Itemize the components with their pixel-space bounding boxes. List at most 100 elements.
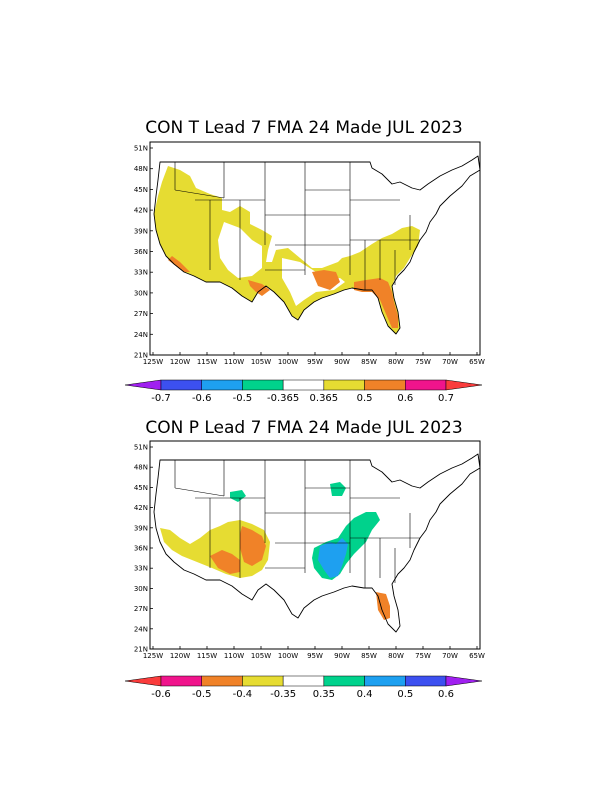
lat-tick-label: 27N xyxy=(134,605,148,613)
colorbar-left-arrow xyxy=(124,379,162,391)
above-normal-west-region xyxy=(154,166,420,334)
orange-newmexico-region xyxy=(240,526,266,566)
blue-midsouth-region xyxy=(318,538,348,578)
lon-tick-label: 120W xyxy=(170,652,190,660)
colorbar-label: 0.6 xyxy=(397,393,413,404)
lat-tick-label: 30N xyxy=(134,289,148,297)
orange-southwest-region xyxy=(210,550,240,574)
colorbar-segment xyxy=(201,675,243,687)
colorbar-segment xyxy=(405,675,447,687)
colorbar-segment xyxy=(160,675,202,687)
lon-tick-label: 105W xyxy=(251,652,271,660)
map-area xyxy=(153,155,480,335)
panel-precipitation: CON P Lead 7 FMA 24 Made JUL 2023 -0.6 -0… xyxy=(124,418,483,700)
lon-tick-label: 90W xyxy=(334,358,350,366)
wet-wisconsin-region xyxy=(330,482,346,496)
panel-title: CON T Lead 7 FMA 24 Made JUL 2023 xyxy=(145,118,462,138)
lon-tick-label: 65W xyxy=(469,358,485,366)
lon-tick-label: 125W xyxy=(143,652,163,660)
lat-tick-label: 21N xyxy=(134,646,148,654)
lon-tick-label: 85W xyxy=(361,652,377,660)
colorbar-right-arrow xyxy=(445,675,483,687)
lon-tick-label: 70W xyxy=(442,358,458,366)
colorbar-segment xyxy=(364,675,406,687)
wet-wyoming-region xyxy=(230,490,246,502)
lon-tick-label: 75W xyxy=(415,358,431,366)
orange-southeast-region xyxy=(354,278,398,328)
colorbar: -0.6 -0.5 -0.4 -0.35 0.35 0.4 0.5 0.6 xyxy=(124,675,483,700)
colorbar-label: -0.6 xyxy=(151,689,171,700)
colorbar-label: -0.5 xyxy=(233,393,253,404)
orange-florida-region xyxy=(376,592,390,620)
colorbar-segment xyxy=(364,379,406,391)
lon-tick-label: 105W xyxy=(251,358,271,366)
colorbar-label: -0.365 xyxy=(267,393,299,404)
lon-tick-label: 90W xyxy=(334,652,350,660)
lat-tick-label: 51N xyxy=(134,444,148,452)
lon-tick-label: 125W xyxy=(143,358,163,366)
lon-tick-label: 115W xyxy=(197,652,217,660)
colorbar-label: 0.7 xyxy=(438,393,454,404)
lon-tick-label: 120W xyxy=(170,358,190,366)
lat-tick-label: 36N xyxy=(134,545,148,553)
lat-tick-label: 24N xyxy=(134,331,148,339)
lat-tick-label: 33N xyxy=(134,269,148,277)
lat-tick-label: 48N xyxy=(134,464,148,472)
colorbar-segment xyxy=(323,379,365,391)
colorbar-segment xyxy=(242,675,284,687)
lon-tick-label: 75W xyxy=(415,652,431,660)
colorbar-label: 0.4 xyxy=(357,689,373,700)
orange-socal-region xyxy=(168,256,190,272)
colorbar-label: -0.35 xyxy=(270,689,296,700)
lon-tick-label: 70W xyxy=(442,652,458,660)
lon-tick-label: 100W xyxy=(278,358,298,366)
lon-tick-label: 65W xyxy=(469,652,485,660)
colorbar-segment xyxy=(282,675,325,687)
colorbar-segment xyxy=(282,379,325,391)
lat-tick-label: 45N xyxy=(134,186,148,194)
map-area xyxy=(153,453,480,633)
colorbar-right-arrow xyxy=(445,379,483,391)
colorbar-segment xyxy=(160,379,202,391)
colorbar-segment xyxy=(201,379,243,391)
lon-tick-label: 115W xyxy=(197,358,217,366)
lon-tick-label: 95W xyxy=(307,358,323,366)
orange-texas-region xyxy=(248,280,270,296)
lat-tick-label: 39N xyxy=(134,524,148,532)
lat-tick-label: 27N xyxy=(134,310,148,318)
colorbar-label: -0.7 xyxy=(151,393,171,404)
colorbar: -0.7 -0.6 -0.5 -0.365 0.365 0.5 0.6 0.7 xyxy=(124,379,483,404)
lon-tick-label: 80W xyxy=(388,652,404,660)
lat-tick-label: 21N xyxy=(134,352,148,360)
lat-tick-label: 36N xyxy=(134,248,148,256)
lon-tick-label: 85W xyxy=(361,358,377,366)
lat-tick-label: 51N xyxy=(134,145,148,153)
lon-tick-label: 95W xyxy=(307,652,323,660)
colorbar-label: -0.4 xyxy=(233,689,253,700)
lon-tick-label: 110W xyxy=(224,358,244,366)
neutral-plains-region xyxy=(274,212,406,262)
lat-tick-label: 33N xyxy=(134,565,148,573)
colorbar-label: 0.5 xyxy=(357,393,373,404)
lon-tick-label: 80W xyxy=(388,358,404,366)
lat-tick-label: 42N xyxy=(134,504,148,512)
lat-tick-label: 39N xyxy=(134,227,148,235)
colorbar-label: 0.6 xyxy=(438,689,454,700)
colorbar-label: 0.365 xyxy=(310,393,339,404)
colorbar-label: -0.6 xyxy=(192,393,212,404)
lat-tick-label: 24N xyxy=(134,625,148,633)
colorbar-segment xyxy=(323,675,365,687)
colorbar-segment xyxy=(242,379,284,391)
orange-gulf-region xyxy=(312,270,340,290)
colorbar-label: -0.5 xyxy=(192,689,212,700)
colorbar-segment xyxy=(405,379,447,391)
lon-tick-label: 100W xyxy=(278,652,298,660)
lat-tick-label: 42N xyxy=(134,207,148,215)
lat-tick-label: 30N xyxy=(134,585,148,593)
colorbar-left-arrow xyxy=(124,675,162,687)
lon-tick-label: 110W xyxy=(224,652,244,660)
lat-tick-label: 45N xyxy=(134,484,148,492)
lat-tick-label: 48N xyxy=(134,165,148,173)
panel-title: CON P Lead 7 FMA 24 Made JUL 2023 xyxy=(145,418,462,438)
